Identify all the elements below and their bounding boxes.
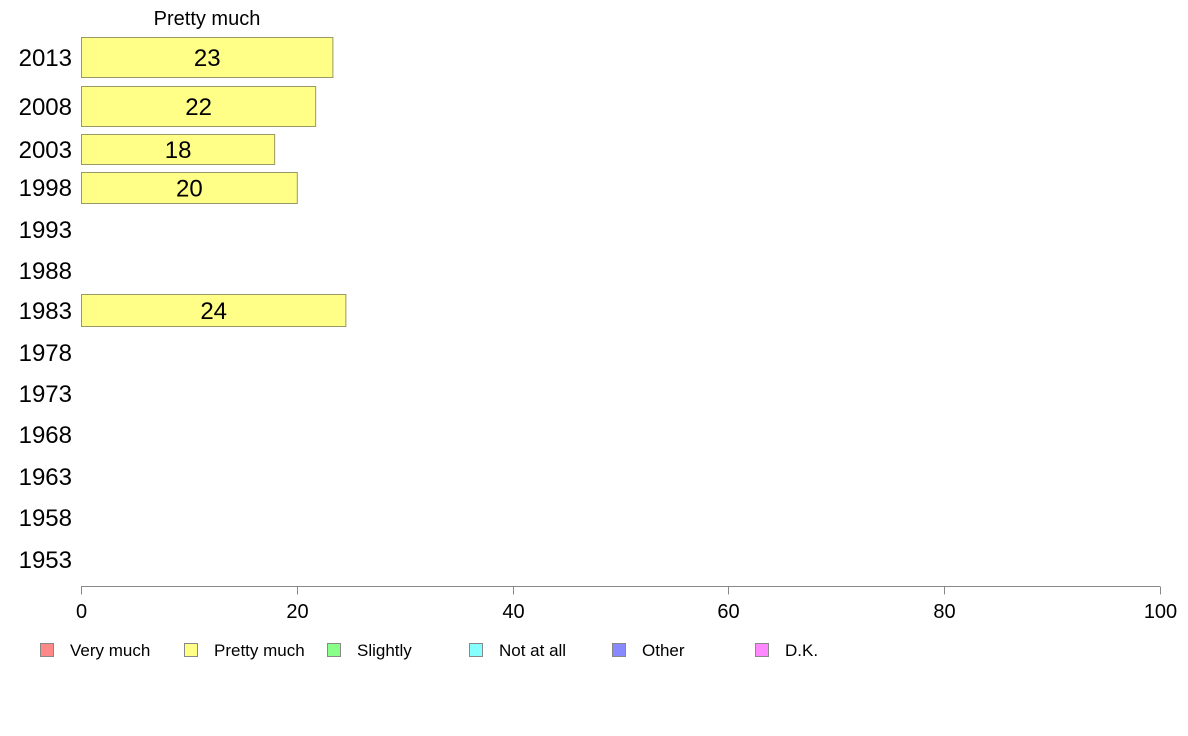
legend-swatch <box>327 643 341 657</box>
x-axis: 0 20 40 60 80 100 <box>76 586 1177 623</box>
bar <box>81 172 298 204</box>
year-label: 1953 <box>19 547 72 574</box>
year-label: 1998 <box>19 175 72 202</box>
year-label: 1968 <box>19 422 72 449</box>
bar <box>81 294 347 327</box>
legend: Very much Pretty much Slightly Not at all Ot… <box>40 641 818 660</box>
legend-swatch <box>612 643 626 657</box>
year-labels: 2013 2008 2003 1998 1993 1988 1983 1978 1973 1968… <box>19 45 72 574</box>
x-tick-label: 0 <box>76 601 87 623</box>
x-tick-label: 20 <box>286 601 308 623</box>
year-label: 2003 <box>19 137 72 164</box>
x-tick-label: 80 <box>933 601 955 623</box>
legend-label: Very much <box>70 641 150 660</box>
year-label: 1963 <box>19 464 72 491</box>
legend-swatch <box>40 643 54 657</box>
bar-value-label: 23 <box>194 45 221 72</box>
x-tick-label: 40 <box>502 601 524 623</box>
legend-label: Slightly <box>357 641 412 660</box>
x-tick-label: 60 <box>717 601 739 623</box>
bar <box>81 37 334 78</box>
legend-label: Not at all <box>499 641 566 660</box>
bar <box>81 86 317 127</box>
bar-value-label: 18 <box>165 137 192 164</box>
year-label: 1993 <box>19 217 72 244</box>
year-label: 2013 <box>19 45 72 72</box>
legend-swatch <box>469 643 483 657</box>
legend-swatch <box>184 643 198 657</box>
bar-value-label: 24 <box>200 298 227 325</box>
legend-swatch <box>755 643 769 657</box>
bars: 23 22 18 20 24 <box>81 37 347 327</box>
bar <box>81 134 276 165</box>
bar-value-label: 20 <box>176 176 203 203</box>
bar-value-label: 22 <box>185 94 212 121</box>
year-label: 1978 <box>19 340 72 367</box>
year-label: 1973 <box>19 381 72 408</box>
year-label: 1958 <box>19 505 72 532</box>
x-tick-label: 100 <box>1144 601 1177 623</box>
year-label: 2008 <box>19 94 72 121</box>
legend-label: D.K. <box>785 641 818 660</box>
year-label: 1983 <box>19 298 72 325</box>
year-label: 1988 <box>19 258 72 285</box>
legend-label: Other <box>642 641 685 660</box>
series-title: Pretty much <box>154 8 261 30</box>
legend-label: Pretty much <box>214 641 305 660</box>
